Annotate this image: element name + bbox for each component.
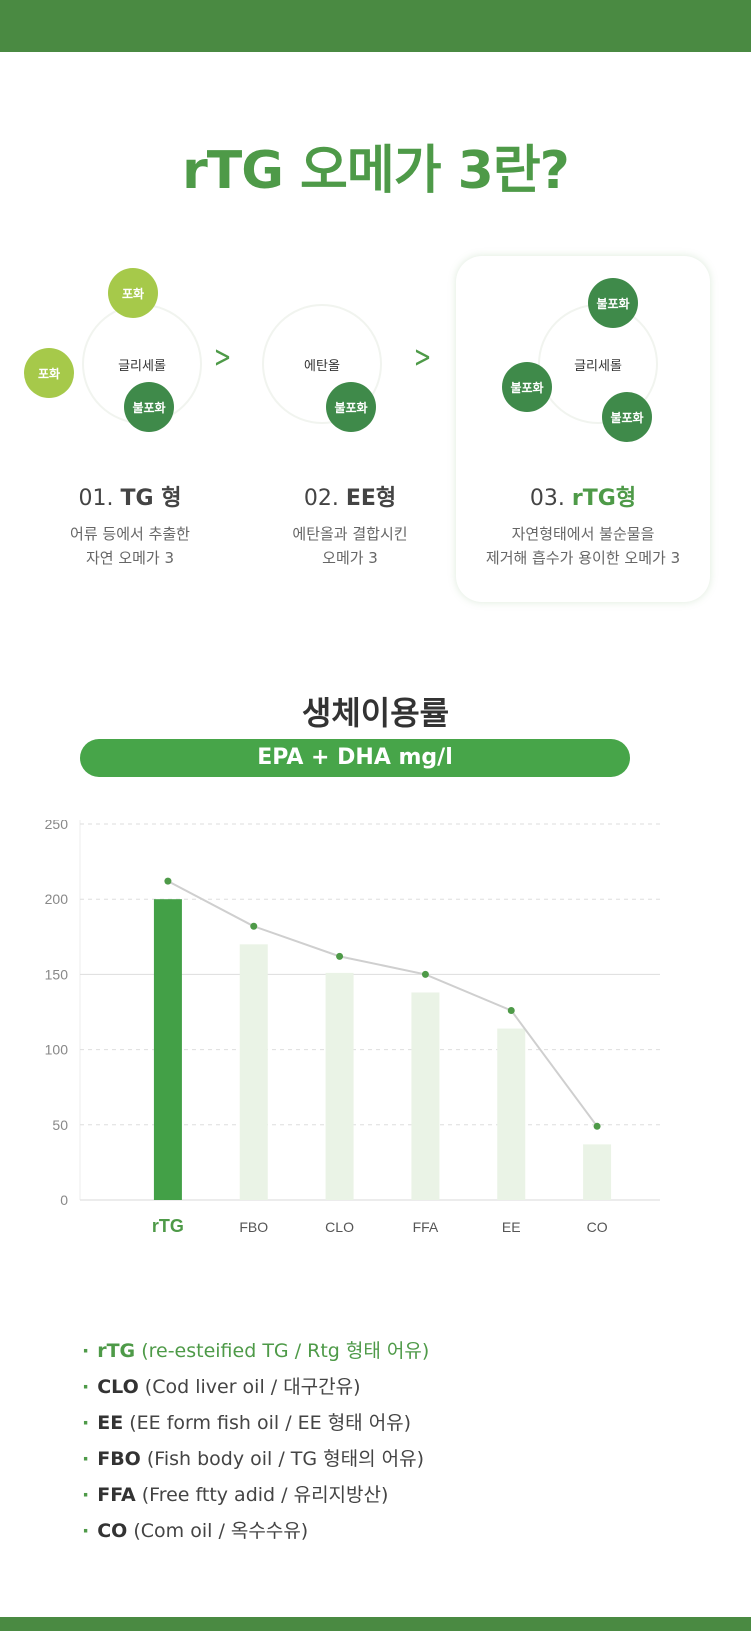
trend-point xyxy=(336,952,344,960)
y-tick-label: 100 xyxy=(45,1042,69,1058)
bioavailability-chart: 0 50 100 150 200 250 rTG FBO CLO FFA EE CO xyxy=(45,820,660,1236)
bar-ffa xyxy=(411,992,440,1200)
y-tick-label: 150 xyxy=(45,966,69,982)
y-tick-label: 0 xyxy=(60,1192,68,1208)
legend-item: · rTG (re-esteified TG / Rtg 형태 어유) xyxy=(82,1340,430,1362)
bar-rtg xyxy=(153,899,182,1200)
type-rtg: 글리세롤 불포화 불포화 불포화 03. rTG형 자연형태에서 불순물을 제거… xyxy=(456,256,710,602)
type-title: 02. EE형 xyxy=(303,486,397,511)
type-description: 어류 등에서 추출한 자연 오메가 3 xyxy=(70,525,190,567)
bar-co xyxy=(583,1144,612,1200)
fatty-acid-bubble: 불포화 xyxy=(602,392,652,442)
chevron-right-icon: > xyxy=(413,340,432,375)
trend-point xyxy=(593,1122,601,1130)
bottom-banner xyxy=(0,1617,751,1631)
bar-ee xyxy=(497,1028,526,1200)
top-banner xyxy=(0,0,751,52)
y-tick-label: 250 xyxy=(45,820,69,832)
trend-point xyxy=(421,970,429,978)
bar-clo xyxy=(325,972,354,1200)
x-tick-label: FBO xyxy=(239,1219,268,1235)
x-tick-label: FFA xyxy=(413,1219,439,1235)
type-title: 01. TG 형 xyxy=(78,486,182,511)
fatty-acid-bubble: 포화 xyxy=(24,348,74,398)
molecule-center-label: 글리세롤 xyxy=(574,359,622,374)
type-title: 03. rTG형 xyxy=(529,486,637,511)
molecule-center-label: 에탄올 xyxy=(304,359,340,374)
trend-point xyxy=(507,1006,515,1014)
y-tick-label: 200 xyxy=(45,891,69,907)
legend-item: · FFA (Free ftty adid / 유리지방산) xyxy=(82,1484,389,1506)
fatty-acid-bubble: 불포화 xyxy=(124,382,174,432)
chevron-right-icon: > xyxy=(213,340,232,375)
x-tick-label: EE xyxy=(502,1219,521,1235)
legend-item: · CLO (Cod liver oil / 대구간유) xyxy=(82,1376,361,1398)
x-tick-label: rTG xyxy=(152,1216,184,1236)
fatty-acid-bubble: 불포화 xyxy=(588,278,638,328)
type-description: 자연형태에서 불순물을 제거해 흡수가 용이한 오메가 3 xyxy=(485,525,681,567)
type-tg: 글리세롤 포화 포화 불포화 01. TG 형 어류 등에서 추출한 자연 오메… xyxy=(20,260,240,590)
type-description: 에탄올과 결합시킨 오메가 3 xyxy=(292,525,408,567)
fatty-acid-bubble: 불포화 xyxy=(502,362,552,412)
trend-point xyxy=(250,922,258,930)
legend-item: · EE (EE form fish oil / EE 형태 어유) xyxy=(82,1412,412,1434)
chart-unit-pill: EPA + DHA mg/l xyxy=(80,739,630,777)
trend-line xyxy=(167,880,598,1127)
legend-item: · CO (Com oil / 옥수수유) xyxy=(82,1520,309,1542)
type-ee: 에탄올 불포화 02. EE형 에탄올과 결합시킨 오메가 3 xyxy=(240,260,460,590)
trend-point xyxy=(164,877,172,885)
chart-section-title: 생체이용률 xyxy=(301,694,450,732)
chart-legend: · rTG (re-esteified TG / Rtg 형태 어유) · CLO … xyxy=(82,1333,429,1549)
molecule-ring xyxy=(262,304,382,424)
fatty-acid-bubble: 불포화 xyxy=(326,382,376,432)
x-tick-label: CO xyxy=(587,1219,608,1235)
y-tick-label: 50 xyxy=(52,1117,68,1133)
page-title: rTG 오메가 3란? xyxy=(182,141,570,201)
legend-item: · FBO (Fish body oil / TG 형태의 어유) xyxy=(82,1448,425,1470)
bar-fbo xyxy=(239,944,268,1200)
x-tick-label: CLO xyxy=(325,1219,354,1235)
molecule-center-label: 글리세롤 xyxy=(118,359,166,374)
fatty-acid-bubble: 포화 xyxy=(108,268,158,318)
